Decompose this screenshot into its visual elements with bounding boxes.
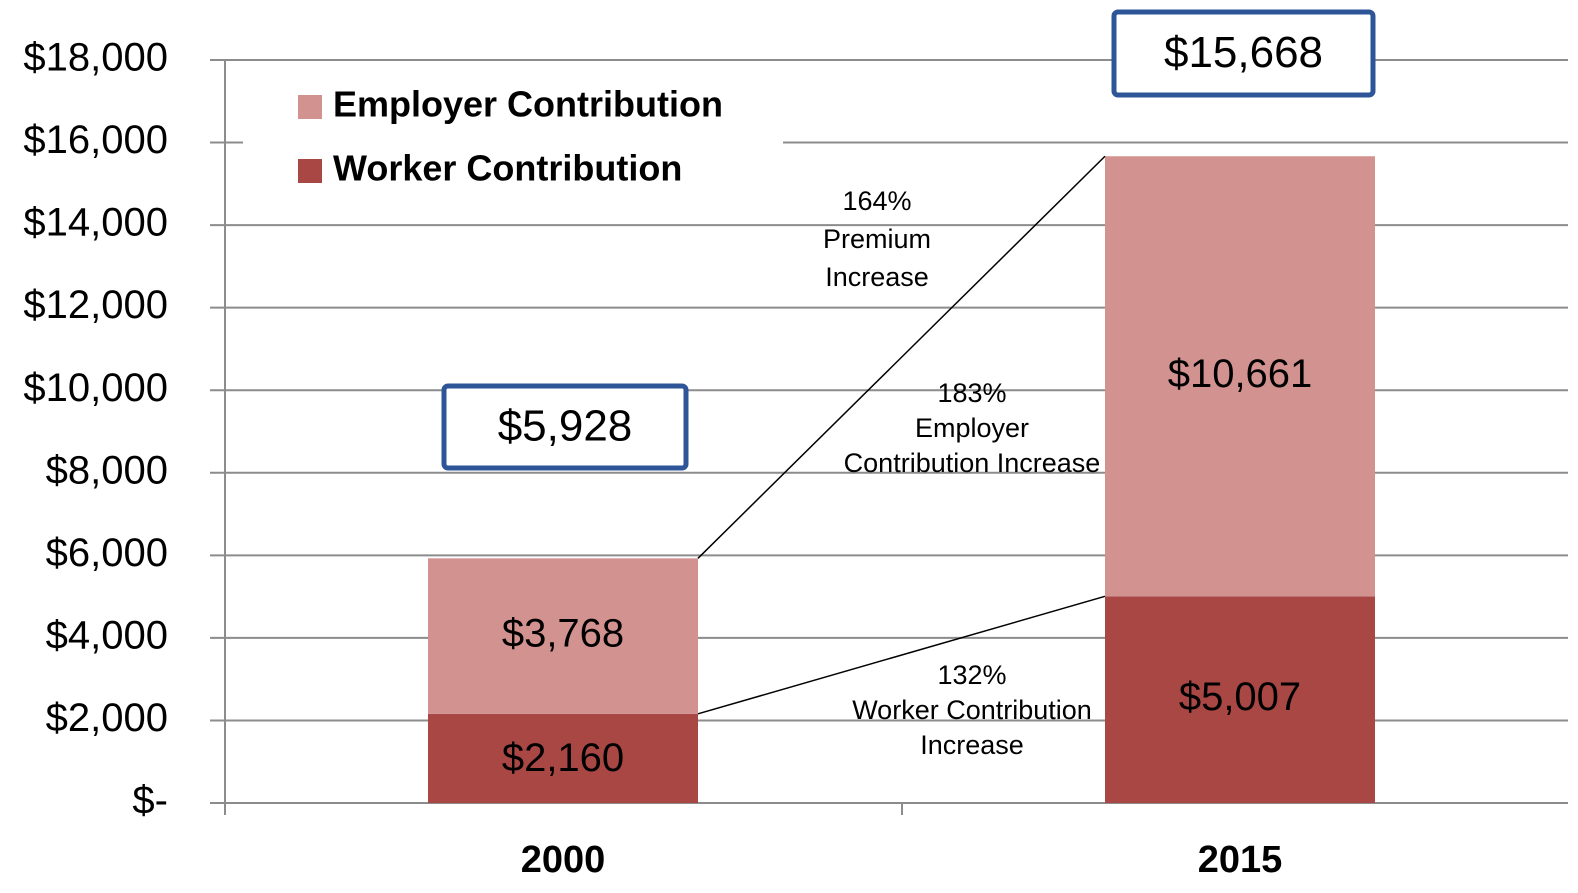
legend-swatch (298, 159, 322, 183)
total-label: $5,928 (498, 402, 633, 451)
bar-segment (428, 558, 698, 714)
annotation: Employer (915, 413, 1029, 443)
annotation: Increase (920, 730, 1024, 760)
legend-background (243, 75, 783, 205)
annotation: 183% (937, 378, 1006, 408)
legend-label: Worker Contribution (333, 148, 682, 189)
y-tick-label: $2,000 (46, 696, 168, 740)
annotation: Worker Contribution (852, 695, 1092, 725)
x-tick-label: 2000 (521, 839, 606, 881)
connector-line (697, 155, 1106, 559)
total-box (1111, 9, 1376, 98)
annotation: 132% (937, 660, 1006, 690)
total-label: $15,668 (1164, 28, 1323, 77)
y-tick-label: $10,000 (23, 366, 168, 410)
y-tick-label: $18,000 (23, 36, 168, 80)
annotation: 164% (842, 186, 911, 216)
value-label: $5,007 (1179, 675, 1301, 719)
y-tick-label: $- (132, 779, 168, 823)
y-tick-label: $12,000 (23, 283, 168, 327)
value-label: $10,661 (1168, 352, 1313, 396)
legend-swatch (298, 95, 322, 119)
y-tick-label: $4,000 (46, 613, 168, 657)
total-box (441, 383, 689, 471)
legend-label: Employer Contribution (333, 84, 723, 125)
bar-segment (1105, 596, 1375, 803)
annotation: Premium (823, 224, 931, 254)
y-tick-label: $6,000 (46, 531, 168, 575)
y-tick-label: $14,000 (23, 201, 168, 245)
bar-segment (1105, 156, 1375, 597)
connector-line (697, 595, 1106, 715)
y-tick-label: $16,000 (23, 118, 168, 162)
annotation: Contribution Increase (844, 448, 1101, 478)
value-label: $2,160 (502, 736, 624, 780)
x-tick-label: 2015 (1198, 839, 1283, 881)
y-tick-label: $8,000 (46, 448, 168, 492)
bar-segment (428, 713, 698, 803)
value-label: $3,768 (502, 612, 624, 656)
annotation: Increase (825, 262, 929, 292)
